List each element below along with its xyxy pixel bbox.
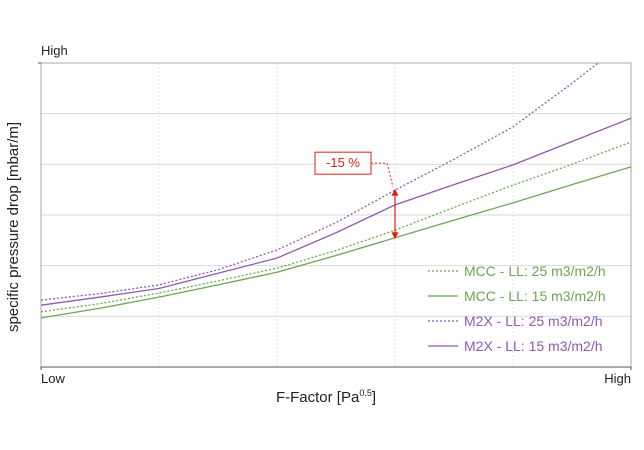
x-label-text: F-Factor [Pa <box>276 389 360 406</box>
legend-label: MCC - LL: 15 m3/m2/h <box>464 288 606 304</box>
annotation-text: -15 % <box>326 155 360 170</box>
x-tick-label: Low <box>41 371 65 386</box>
legend-label: M2X - LL: 25 m3/m2/h <box>464 313 603 329</box>
series-line <box>41 117 631 306</box>
annotation-leader <box>371 162 394 188</box>
x-tick-label: High <box>604 371 631 386</box>
legend-label: M2X - LL: 15 m3/m2/h <box>464 338 603 354</box>
plot-area <box>41 63 631 319</box>
x-label-sup: 0.5 <box>359 388 372 398</box>
y-axis-label: specific pressure drop [mbar/m] <box>5 122 22 332</box>
legend-label: MCC - LL: 25 m3/m2/h <box>464 263 606 279</box>
x-label-suffix: ] <box>372 389 376 406</box>
series-line <box>41 166 631 319</box>
x-axis-label: F-Factor [Pa0.5] <box>276 388 376 406</box>
y-tick-label: High <box>41 43 68 58</box>
series-line <box>41 63 600 301</box>
series-line <box>41 141 631 313</box>
